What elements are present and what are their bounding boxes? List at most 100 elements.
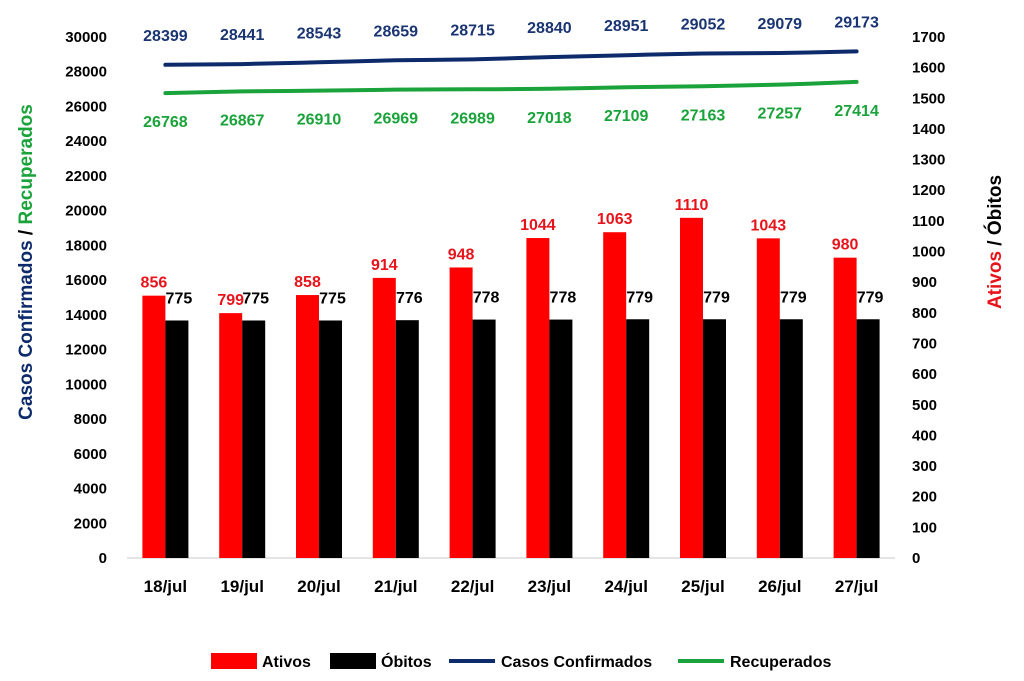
y-left-tick-label: 28000 <box>65 64 107 81</box>
y-left-tick-label: 8000 <box>74 411 107 428</box>
y-left-title-sep: / <box>16 225 37 236</box>
data-label-obitos: 778 <box>550 290 577 307</box>
y-right-tick-label: 1000 <box>912 244 945 261</box>
legend-label-obitos: Óbitos <box>381 652 432 671</box>
y-left-tick-label: 30000 <box>65 29 107 46</box>
x-tick-label: 19/jul <box>220 577 263 596</box>
y-right-tick-label: 1200 <box>912 182 945 199</box>
bar-ativos <box>449 267 473 558</box>
y-right-tick-label: 800 <box>912 305 937 322</box>
data-label-obitos: 775 <box>242 290 269 307</box>
lines <box>163 49 859 96</box>
data-label-casos-confirmados: 28441 <box>220 27 265 44</box>
y-right-tick-label: 0 <box>912 550 920 567</box>
y-left-tick-label: 2000 <box>74 515 107 532</box>
bar-obitos <box>242 320 266 558</box>
bar-ativos <box>372 277 396 558</box>
bar-obitos <box>549 319 573 558</box>
data-label-obitos: 778 <box>473 290 500 307</box>
y-right-tick-label: 1400 <box>912 121 945 138</box>
data-label-ativos: 948 <box>448 246 475 263</box>
bar-obitos <box>165 320 189 558</box>
y-right-tick-label: 900 <box>912 274 937 291</box>
y-right-tick-label: 100 <box>912 519 937 536</box>
y-left-tick-label: 16000 <box>65 272 107 289</box>
data-label-recuperados: 27414 <box>834 103 879 120</box>
y-right-tick-label: 400 <box>912 427 937 444</box>
bar-ativos <box>142 295 166 558</box>
y-left-tick-label: 6000 <box>74 446 107 463</box>
y-right-title-part2: Óbitos <box>984 175 1006 235</box>
data-label-obitos: 776 <box>396 290 423 307</box>
y-left-tick-label: 22000 <box>65 168 107 185</box>
data-label-casos-confirmados: 28951 <box>604 18 649 35</box>
data-label-recuperados: 26969 <box>374 111 419 128</box>
data-label-ativos: 856 <box>141 275 168 292</box>
data-label-obitos: 775 <box>166 290 193 307</box>
data-label-ativos: 1043 <box>751 217 787 234</box>
bar-ativos <box>219 313 243 558</box>
data-label-casos-confirmados: 29052 <box>681 16 726 33</box>
bar-obitos <box>703 319 726 558</box>
data-label-recuperados: 26989 <box>450 110 495 127</box>
bar-ativos <box>756 238 780 558</box>
data-label-obitos: 779 <box>780 289 807 306</box>
data-label-obitos: 779 <box>626 289 653 306</box>
x-tick-label: 27/jul <box>835 577 878 596</box>
data-label-casos-confirmados: 28399 <box>143 28 188 45</box>
data-label-casos-confirmados: 29173 <box>834 14 879 31</box>
y-right-tick-label: 1500 <box>912 90 945 107</box>
legend-label-casos-confirmados: Casos Confirmados <box>501 654 652 671</box>
data-label-casos-confirmados: 28543 <box>297 25 342 42</box>
data-label-casos-confirmados: 28715 <box>450 22 495 39</box>
y-left-title-part2: Recuperados <box>16 104 37 224</box>
y-left-tick-label: 0 <box>99 550 107 567</box>
data-label-casos-confirmados: 29079 <box>758 16 803 33</box>
bar-ativos <box>296 295 319 558</box>
data-label-obitos: 775 <box>319 290 346 307</box>
legend-label-ativos: Ativos <box>262 654 311 671</box>
y-right-tick-label: 600 <box>912 366 937 383</box>
bar-obitos <box>319 320 342 558</box>
x-tick-label: 26/jul <box>758 577 801 596</box>
bar-ativos <box>526 238 550 558</box>
bar-obitos <box>626 319 650 558</box>
x-tick-label: 18/jul <box>144 577 187 596</box>
data-label-obitos: 779 <box>857 289 884 306</box>
x-tick-label: 24/jul <box>604 577 647 596</box>
data-label-ativos: 858 <box>294 274 321 291</box>
line-recuperados <box>163 79 859 96</box>
y-left-tick-label: 18000 <box>65 237 107 254</box>
x-tick-label: 21/jul <box>374 577 417 596</box>
y-left-title-part1: Casos Confirmados <box>16 240 37 419</box>
data-label-recuperados: 27163 <box>681 107 726 124</box>
data-label-recuperados: 26910 <box>297 112 342 129</box>
data-label-recuperados: 27257 <box>758 106 803 123</box>
y-left-tick-label: 4000 <box>74 481 107 498</box>
bar-obitos <box>472 319 496 558</box>
y-right-tick-label: 700 <box>912 335 937 352</box>
y-left-tick-label: 12000 <box>65 342 107 359</box>
y-right-tick-label: 1100 <box>912 213 945 230</box>
data-label-recuperados: 26768 <box>143 114 188 131</box>
y-right-tick-label: 200 <box>912 489 937 506</box>
y-left-tick-label: 10000 <box>65 376 107 393</box>
y-right-tick-label: 300 <box>912 458 937 475</box>
data-label-ativos: 1110 <box>675 197 709 214</box>
x-tick-label: 25/jul <box>681 577 724 596</box>
bar-ativos <box>833 257 857 558</box>
data-label-ativos: 1044 <box>520 217 556 234</box>
legend-swatch-obitos <box>330 653 376 669</box>
y-right-tick-label: 1600 <box>912 60 945 77</box>
data-label-ativos: 980 <box>832 237 859 254</box>
legend: Ativos Óbitos Casos Confirmados Recupera… <box>211 652 831 671</box>
y-right-axis-title: Ativos / Óbitos <box>984 175 1006 309</box>
y-right-tick-label: 1300 <box>912 152 945 169</box>
data-label-ativos: 1063 <box>597 211 633 228</box>
bar-obitos <box>779 319 803 558</box>
bar-ativos <box>603 232 627 558</box>
y-right-tick-label: 500 <box>912 397 937 414</box>
data-label-obitos: 779 <box>703 289 730 306</box>
